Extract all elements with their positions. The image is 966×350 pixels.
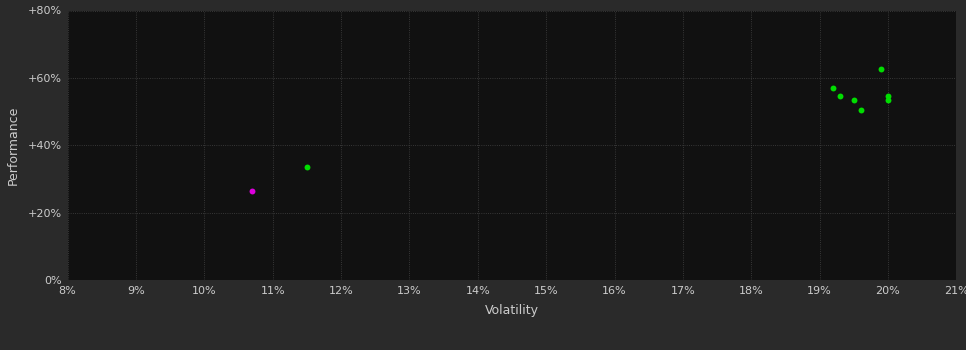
Point <box>880 93 895 99</box>
Point <box>299 164 315 170</box>
X-axis label: Volatility: Volatility <box>485 304 539 317</box>
Y-axis label: Performance: Performance <box>7 106 19 185</box>
Point <box>846 97 862 103</box>
Point <box>880 97 895 103</box>
Point <box>873 66 889 72</box>
Point <box>853 107 868 113</box>
Point <box>244 188 260 194</box>
Point <box>826 85 841 91</box>
Point <box>833 93 848 99</box>
